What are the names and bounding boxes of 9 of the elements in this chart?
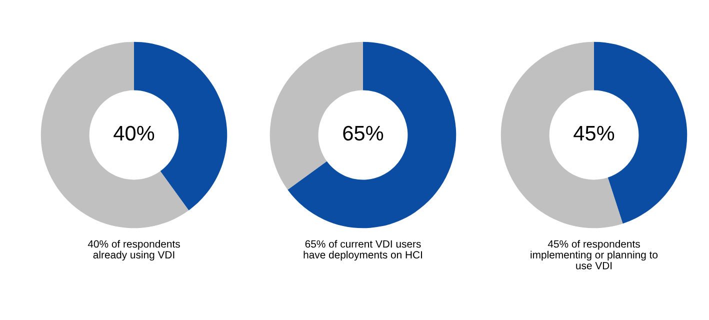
text: 45% of respondents implementing or planning to use VDI <box>530 240 658 270</box>
donut-slice <box>40 42 189 228</box>
donut-slice <box>288 42 456 228</box>
donut-slice <box>500 42 623 228</box>
text: 40% of respondents already using VDI <box>88 240 180 261</box>
text: 40% <box>114 126 154 141</box>
text: 65% of current VDI users have deployments on HCI <box>304 240 422 261</box>
text: 45% <box>574 126 614 141</box>
text: 65% <box>343 126 384 141</box>
